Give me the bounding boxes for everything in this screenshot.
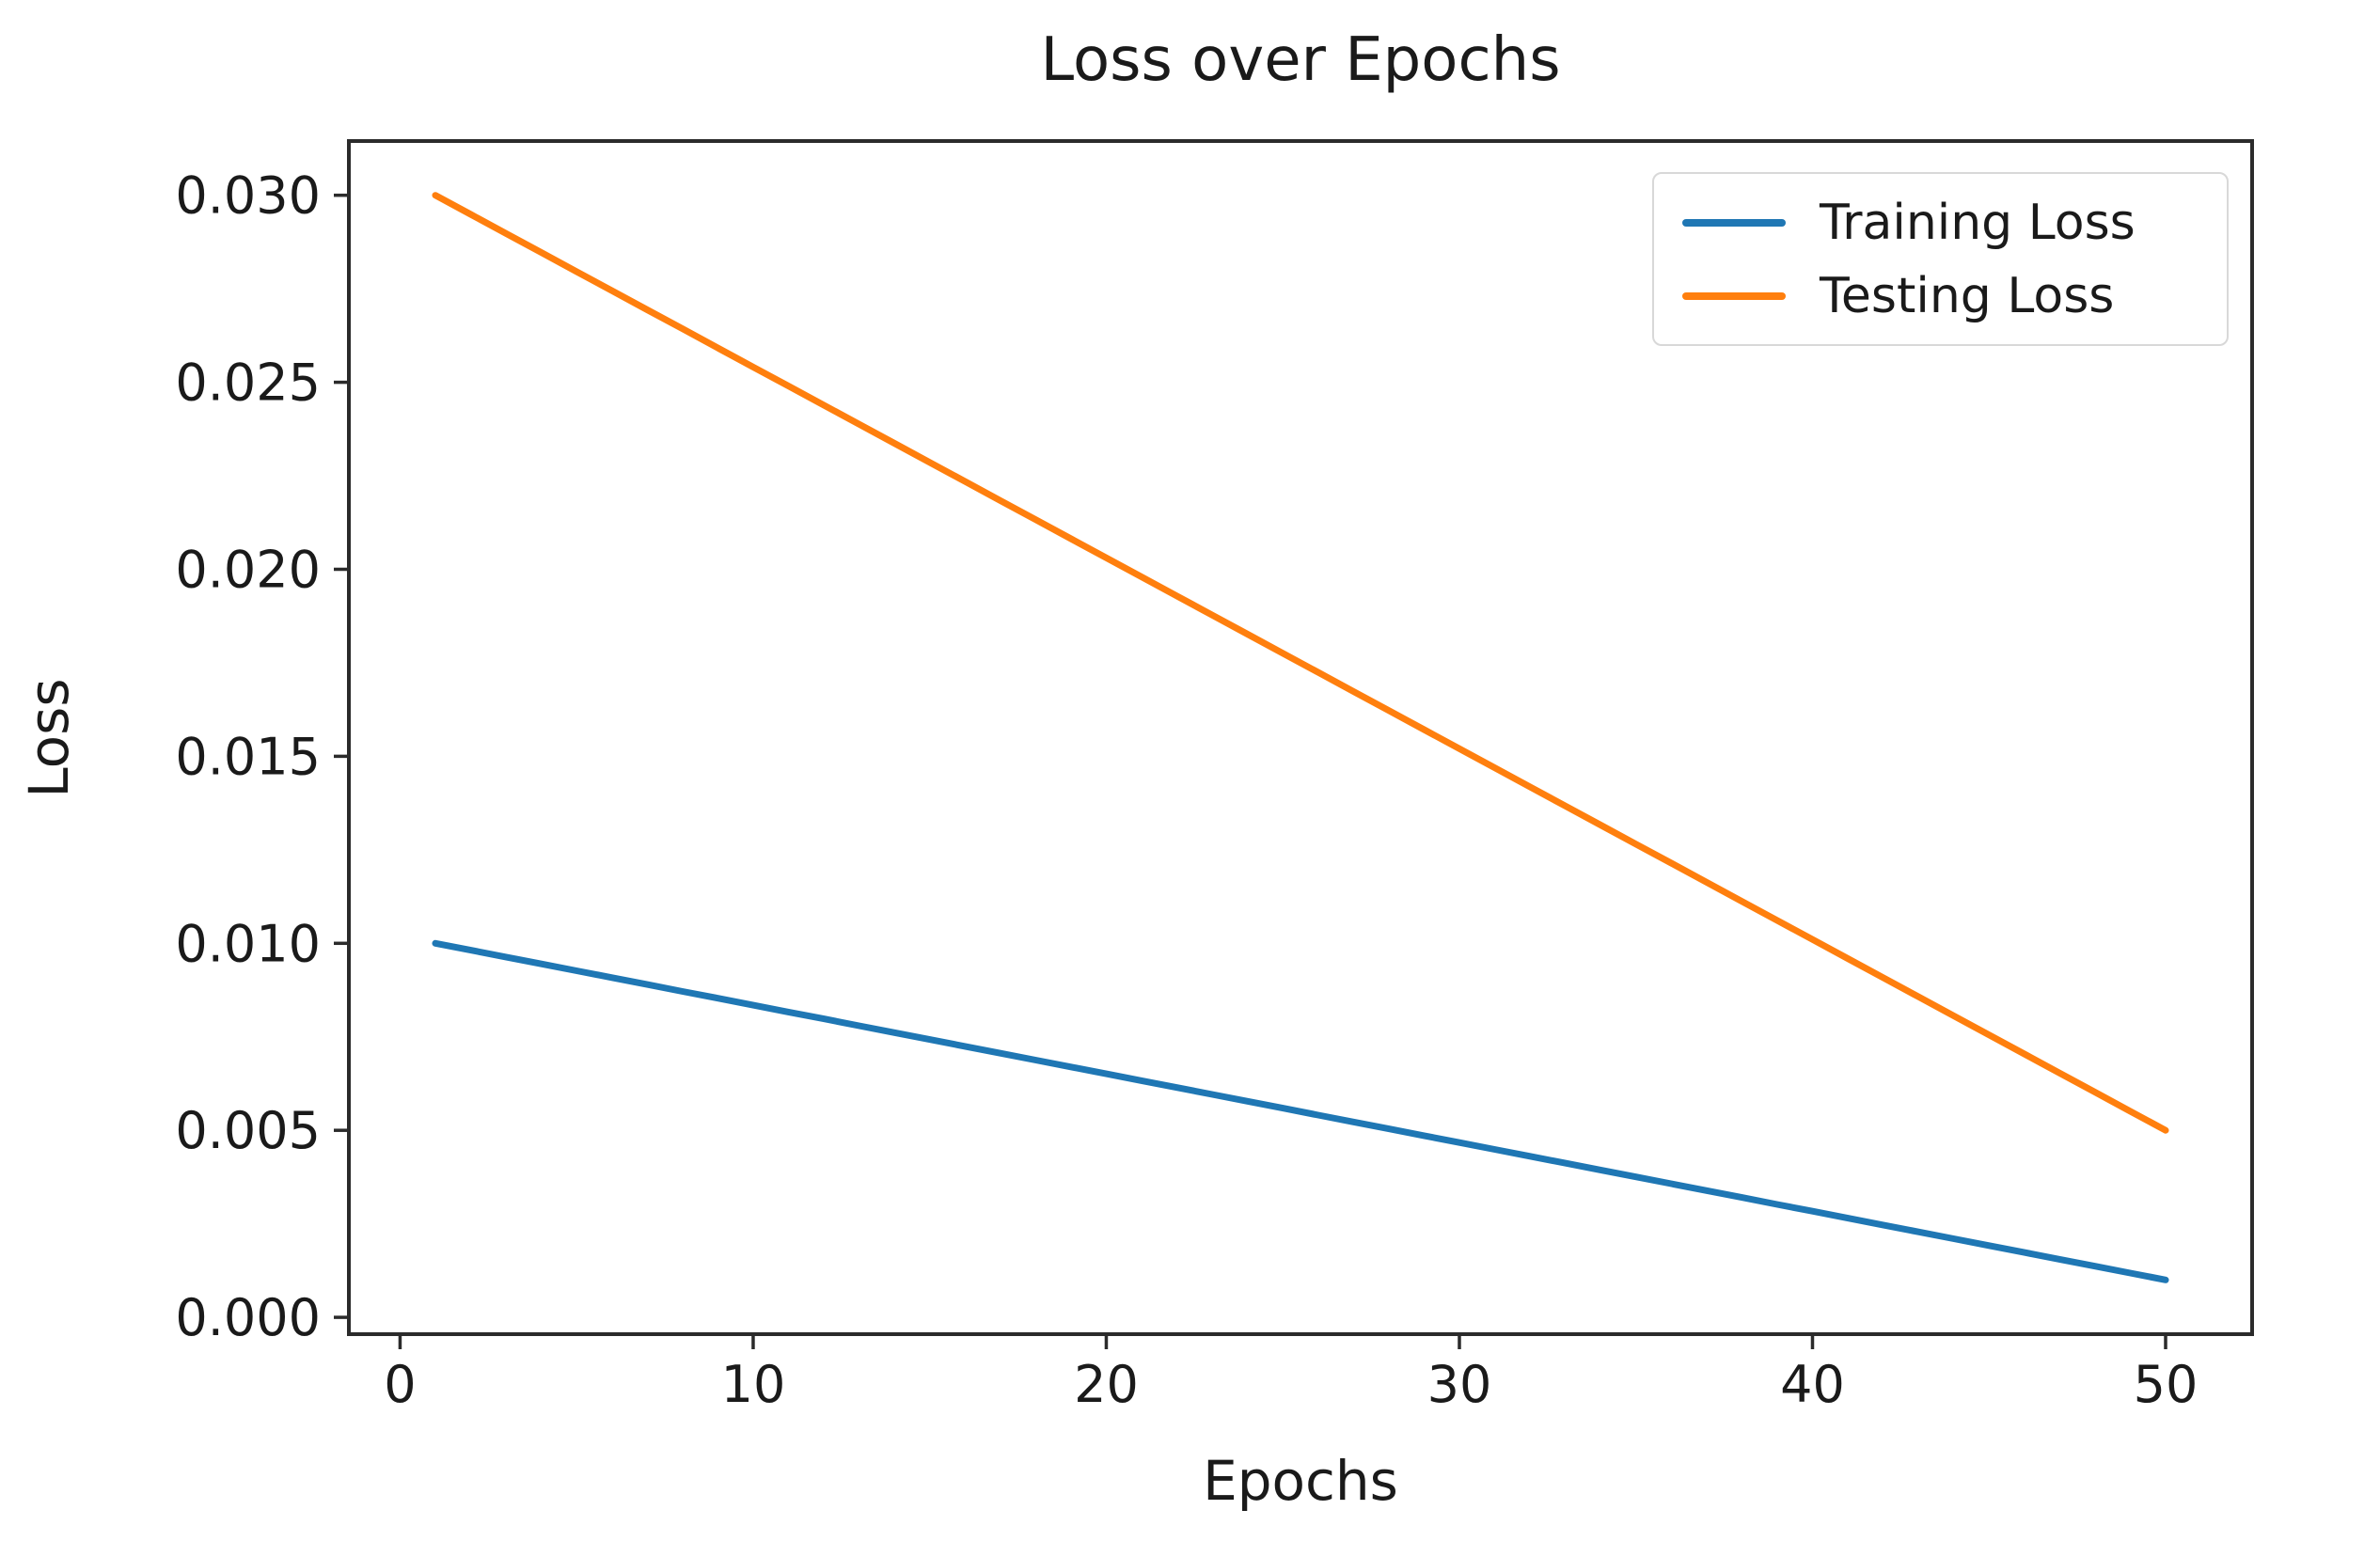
x-tick-label: 50 [2134,1355,2199,1414]
axis-ticks: 0 10 20 30 40 50 0.000 0.005 0.010 0.015 0.020 0.02… [175,166,2198,1414]
legend-entry-testing-loss: Testing Loss [1682,272,2227,321]
legend-label-testing-loss: Testing Loss [1820,267,2115,324]
y-tick-label: 0.000 [175,1288,321,1347]
y-tick-label: 0.030 [175,166,321,226]
legend-label-training-loss: Training Loss [1820,194,2136,251]
chart-title: Loss over Epochs [1040,25,1560,95]
x-tick-label: 40 [1780,1355,1845,1414]
y-tick-label: 0.005 [175,1101,321,1160]
y-tick-label: 0.025 [175,354,321,413]
testing-loss-line [432,192,2169,1134]
x-axis-label: Epochs [1203,1449,1398,1513]
legend-entry-training-loss: Training Loss [1682,198,2227,247]
x-tick-label: 30 [1427,1355,1492,1414]
plot-spines [347,139,2254,1336]
training-loss-line [432,939,2169,1283]
y-axis-label: Loss [17,678,81,797]
y-tick-label: 0.015 [175,727,321,786]
legend: Training Loss Testing Loss [1652,172,2229,346]
testing-loss-line-swatch [1682,291,1786,300]
x-tick-label: 0 [384,1355,416,1414]
x-tick-label: 10 [721,1355,786,1414]
training-loss-line-swatch [1682,218,1786,227]
data-lines [432,192,2169,1283]
y-tick-label: 0.010 [175,914,321,973]
y-tick-label: 0.020 [175,540,321,599]
x-tick-label: 20 [1074,1355,1139,1414]
